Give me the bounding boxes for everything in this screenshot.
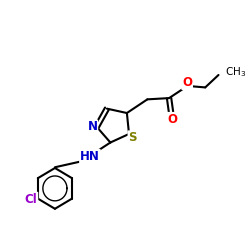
- Text: CH$_3$: CH$_3$: [225, 65, 246, 79]
- Text: HN: HN: [80, 150, 100, 163]
- Text: S: S: [128, 131, 137, 144]
- Text: Cl: Cl: [25, 192, 38, 205]
- Text: O: O: [182, 76, 192, 89]
- Text: O: O: [167, 113, 177, 126]
- Text: N: N: [88, 120, 98, 133]
